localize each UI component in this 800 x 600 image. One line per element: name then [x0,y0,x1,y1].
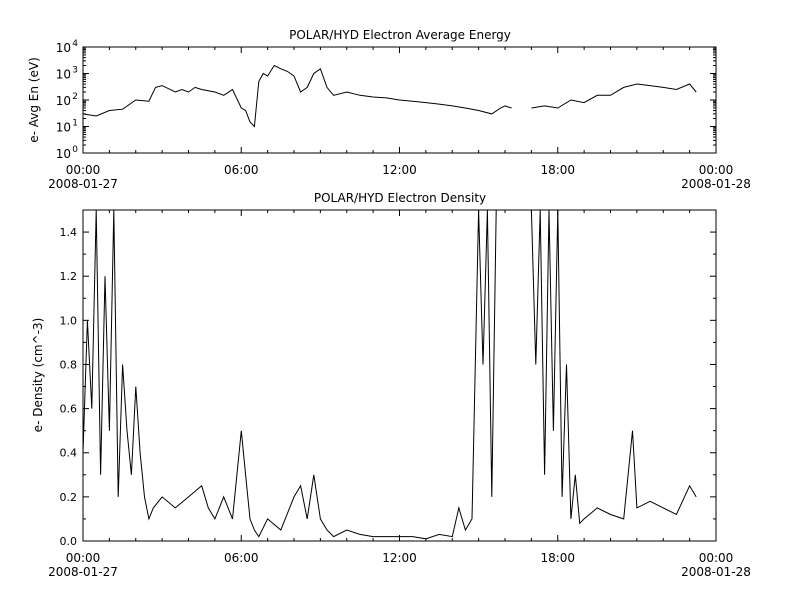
density-series-group [82,209,697,540]
energy-series-line-2 [531,83,697,109]
density-y-tick-label: 0.2 [60,491,78,504]
energy-y-tick-label: 10 [56,121,71,135]
density-y-tick-label: 1.2 [60,270,78,283]
density-x-tick-label: 00:00 [699,551,734,565]
energy-y-tick-label: 10 [56,147,71,161]
density-plot-frame [82,209,717,542]
density-series-line-1 [82,209,512,540]
density-y-axis-label: e- Density (cm^-3) [31,318,45,433]
density-x-date-label-start: 2008-01-27 [48,565,118,579]
density-x-tick-label: 00:00 [66,551,101,565]
density-chart-title: POLAR/HYD Electron Density [314,191,486,205]
density-y-tick-label: 0.0 [60,535,78,548]
density-panel: POLAR/HYD Electron Density 00:00 06:00 12:… [31,191,751,579]
density-x-tick-label: 06:00 [224,551,259,565]
density-x-tick-label: 12:00 [382,551,417,565]
energy-series-group [82,64,697,128]
energy-x-tick-label: 18:00 [540,163,575,177]
density-x-tick-label: 18:00 [540,551,575,565]
energy-series-line-1 [82,64,512,128]
energy-x-tick-label: 00:00 [66,163,101,177]
energy-x-tick-label: 00:00 [699,163,734,177]
density-y-tick-label: 0.8 [60,358,78,371]
energy-x-tick-label: 12:00 [382,163,417,177]
density-y-tick-label: 0.6 [60,403,78,416]
energy-y-tick-exponent: 1 [72,119,78,129]
density-x-date-label-end: 2008-01-28 [681,565,751,579]
energy-y-tick-label: 10 [56,41,71,55]
density-y-tick-label: 1.0 [60,314,78,327]
energy-y-tick-label: 10 [56,68,71,82]
density-y-tick-label: 0.4 [60,447,78,460]
energy-x-date-label-start: 2008-01-27 [48,177,118,191]
energy-chart-title: POLAR/HYD Electron Average Energy [289,28,511,42]
energy-x-tick-label: 06:00 [224,163,259,177]
energy-x-date-label-end: 2008-01-28 [681,177,751,191]
density-y-tick-label: 1.4 [60,226,78,239]
energy-panel: POLAR/HYD Electron Average Energy 00:00 0… [27,28,751,191]
density-series-line-2 [530,209,697,525]
energy-y-tick-exponent: 2 [72,92,78,102]
energy-y-tick-exponent: 0 [72,145,78,155]
energy-y-tick-exponent: 4 [72,39,78,49]
energy-y-tick-exponent: 3 [72,66,78,76]
energy-y-tick-label: 10 [56,94,71,108]
energy-y-axis-label: e- Avg En (eV) [27,57,41,143]
